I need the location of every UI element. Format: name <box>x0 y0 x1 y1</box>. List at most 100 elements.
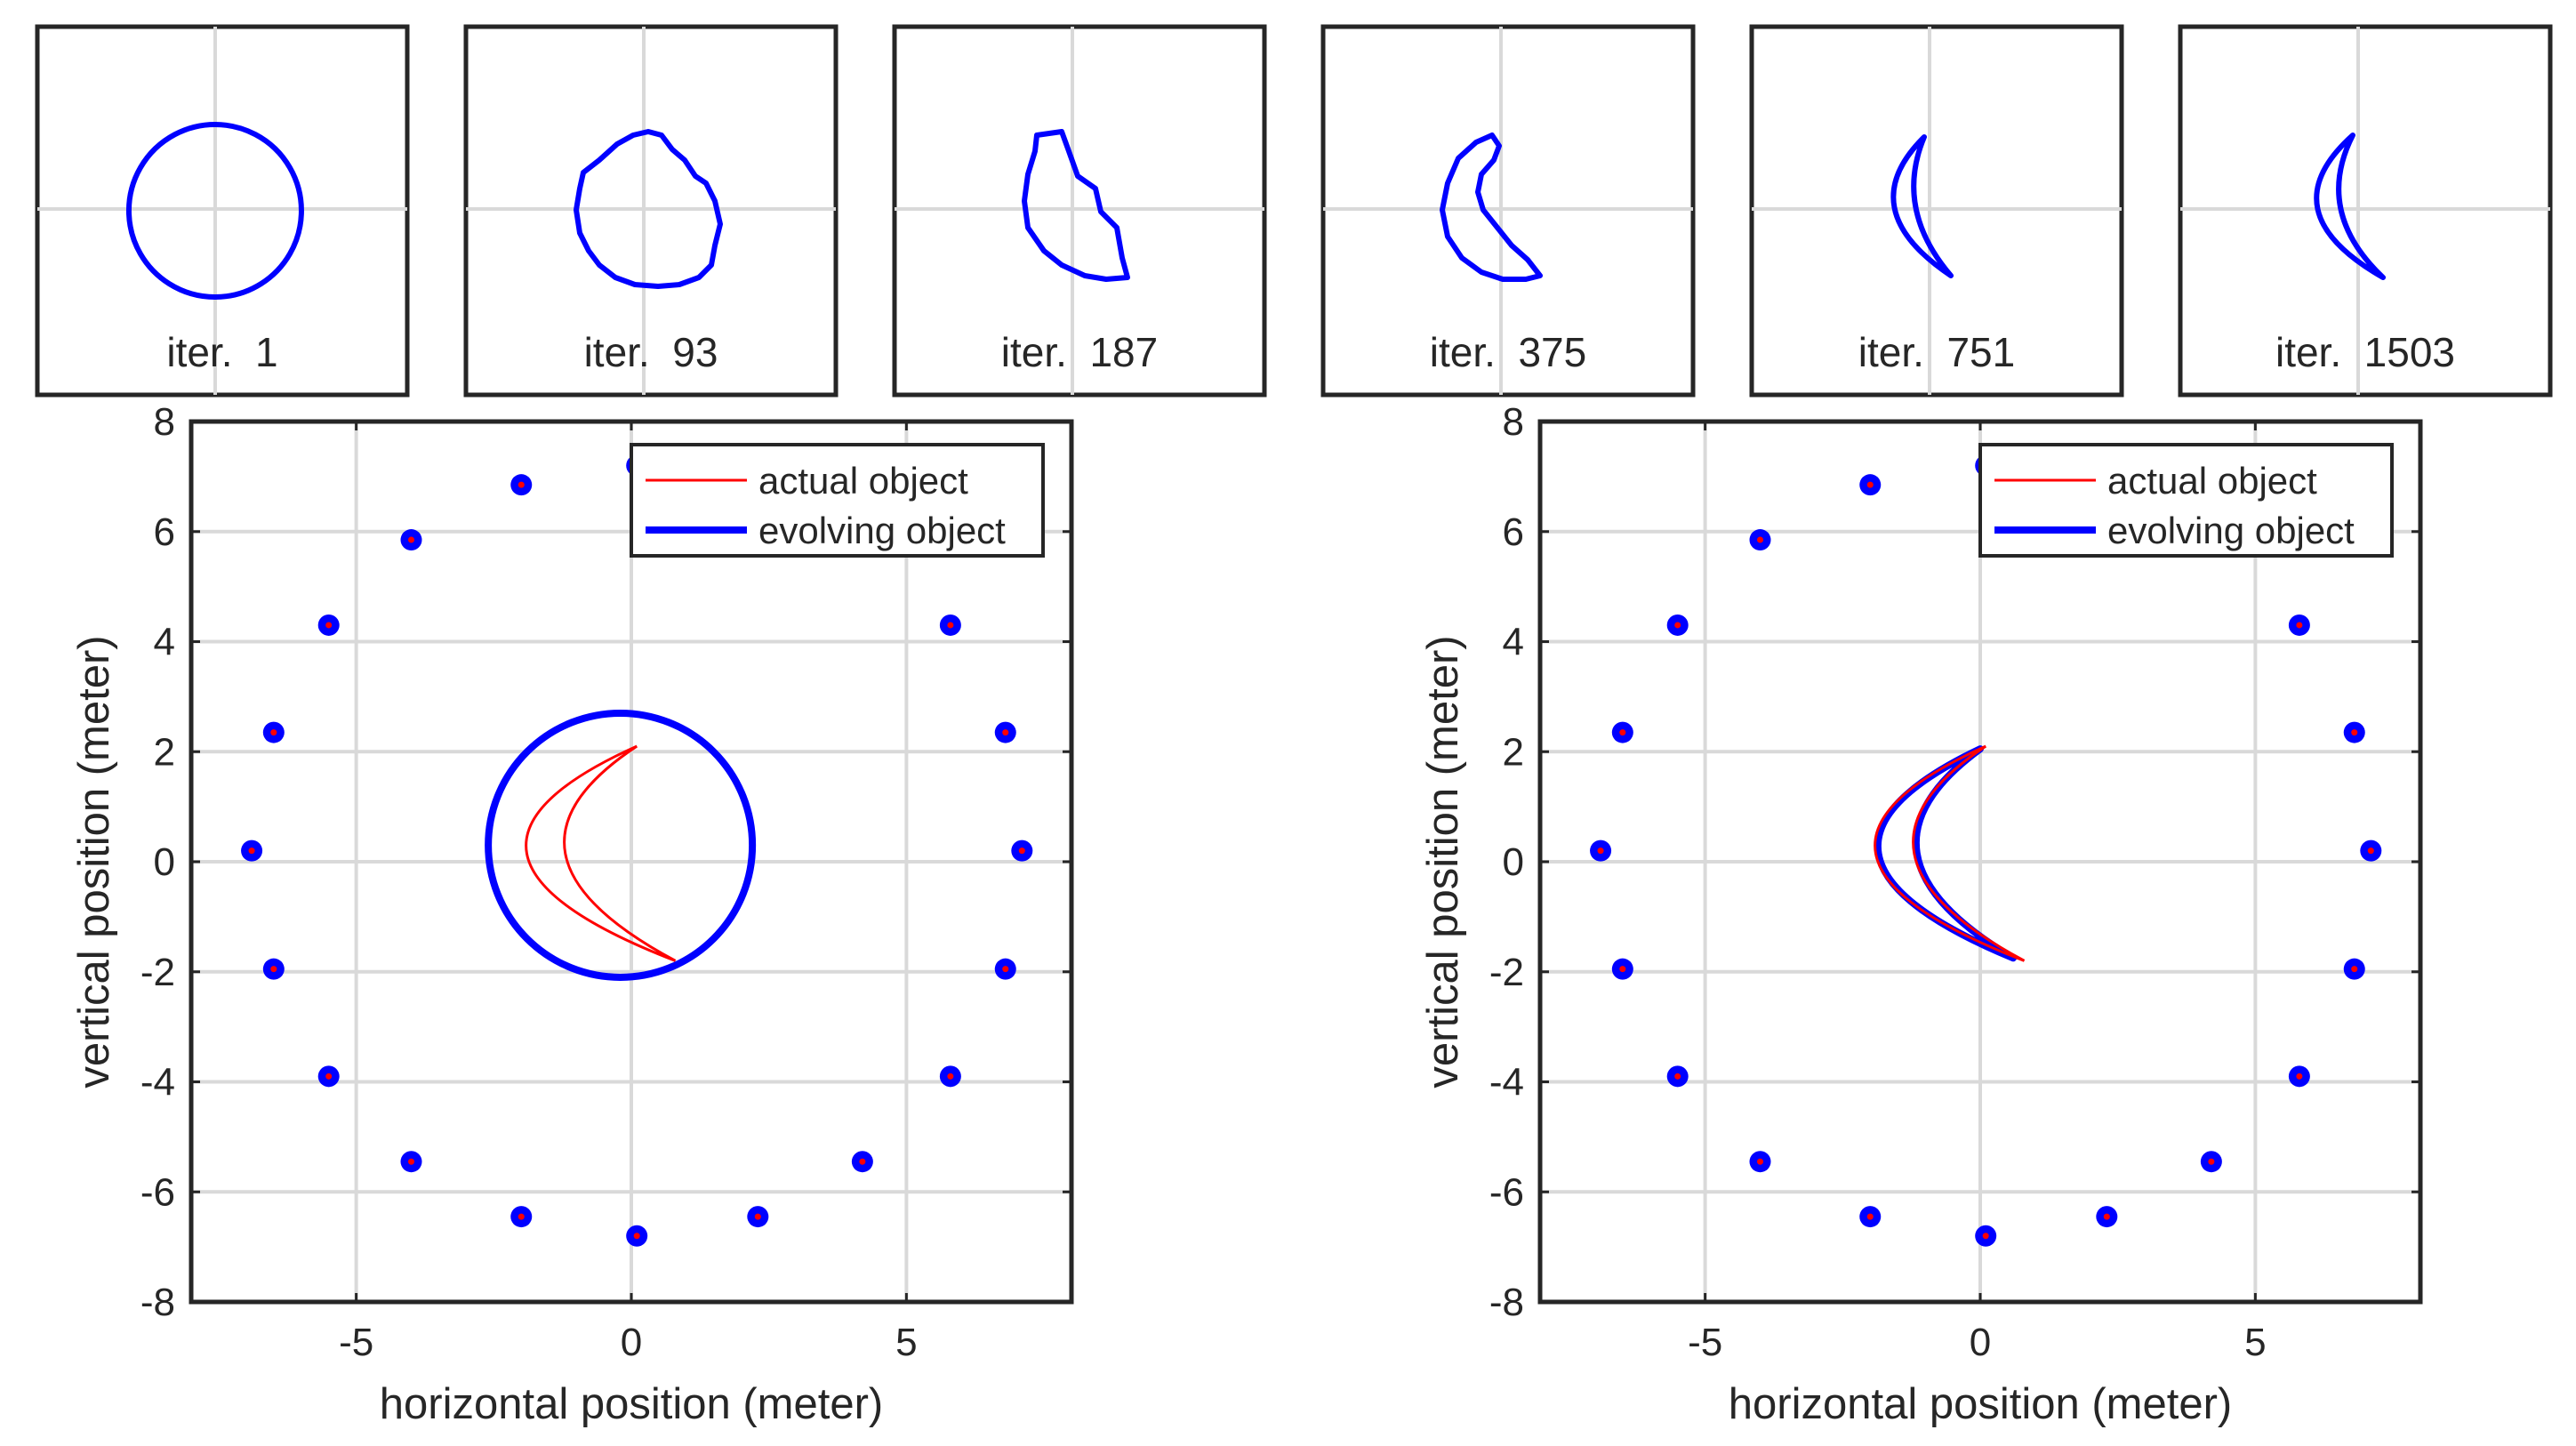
sensor-marker <box>994 721 1016 743</box>
x-tick-label: 0 <box>621 1321 642 1364</box>
thumb-evolving-shape <box>125 122 304 300</box>
sensor-center <box>408 1158 414 1165</box>
sensor-marker <box>1749 1151 1771 1173</box>
sensor-center <box>947 1072 954 1080</box>
x-tick-labels: -5 0 5 <box>339 1321 918 1364</box>
x-tick-label: -5 <box>1688 1321 1722 1364</box>
sensor-center <box>633 1233 640 1240</box>
sensor-center <box>1002 729 1009 736</box>
thumb-evolving-shape <box>2314 133 2386 280</box>
grid <box>1540 420 2420 1304</box>
thumb-evolving-shape <box>1890 134 1954 278</box>
left-plot: -8 -6 -4 -2 0 2 4 6 8 -5 0 5 horizontal position (… <box>70 400 1074 1428</box>
sensor-marker <box>2343 721 2365 743</box>
sensor-marker <box>262 958 285 980</box>
thumb-evolving-shape <box>574 129 723 289</box>
sensor-center <box>518 1213 525 1220</box>
sensor-center <box>2296 622 2303 629</box>
sensor-marker <box>1666 614 1689 636</box>
sensor-center <box>1674 1072 1681 1080</box>
thumbnail-row: iter. 1 iter. 93 iter. 187 iter. 375 <box>35 24 2553 398</box>
x-tick-labels: -5 0 5 <box>1688 1321 2267 1364</box>
sensor-center <box>1018 848 1025 855</box>
y-tick-label: -2 <box>140 951 175 994</box>
sensor-center <box>1002 966 1009 973</box>
sensor-marker <box>241 839 263 862</box>
sensor-center <box>2103 1213 2110 1220</box>
y-tick-labels: -8 -6 -4 -2 0 2 4 6 8 <box>1489 400 1524 1324</box>
sensor-center <box>1757 1158 1763 1165</box>
thumb-shape <box>125 122 304 300</box>
axes-frame <box>189 419 1074 1305</box>
y-axis-label: vertical position (meter) <box>70 635 118 1088</box>
sensor-center <box>2367 848 2374 855</box>
x-tick-label: -5 <box>339 1321 373 1364</box>
sensor-center <box>754 1213 761 1220</box>
y-axis-label: vertical position (meter) <box>1419 635 1467 1088</box>
sensor-center <box>518 481 525 488</box>
actual-object-crescent <box>525 744 677 962</box>
y-tick-label: 6 <box>1503 510 1524 554</box>
y-tick-label: 4 <box>1503 621 1524 664</box>
sensor-marker <box>1749 529 1771 551</box>
evolving-object-crescent <box>1874 745 2018 962</box>
sensor-center <box>270 966 277 973</box>
sensor-marker <box>1975 1225 1997 1247</box>
sensor-center <box>1866 1213 1874 1220</box>
y-tick-label: 8 <box>154 400 175 444</box>
y-tick-label: 0 <box>154 840 175 884</box>
y-tick-label: 2 <box>1503 730 1524 774</box>
thumbnail-5: iter. 751 <box>1749 24 2124 398</box>
y-tick-label: -8 <box>140 1281 175 1324</box>
sensor-marker <box>317 614 340 636</box>
sensor-center <box>1674 622 1681 629</box>
sensor-marker <box>1666 1065 1689 1088</box>
x-axis-label: horizontal position (meter) <box>380 1380 883 1428</box>
sensor-center <box>2351 966 2358 973</box>
sensor-center <box>325 622 333 629</box>
x-tick-label: 0 <box>1970 1321 1991 1364</box>
y-tick-label: -6 <box>1489 1170 1524 1214</box>
objects <box>1874 744 2026 962</box>
thumb-shape <box>574 129 723 289</box>
sensor-marker <box>939 1065 961 1088</box>
thumb-label: iter. 1 <box>166 329 277 375</box>
grid <box>191 420 1071 1304</box>
y-tick-label: -2 <box>1489 951 1524 994</box>
legend-evolving-label: evolving object <box>2107 510 2355 551</box>
thumb-evolving-shape <box>1440 133 1543 282</box>
y-tick-label: 8 <box>1503 400 1524 444</box>
x-tick-label: 5 <box>895 1321 917 1364</box>
axes-frame <box>1537 419 2423 1305</box>
actual-object-crescent <box>1874 744 2026 962</box>
y-tick-label: -8 <box>1489 1281 1524 1324</box>
legend-evolving-label: evolving object <box>758 510 1006 551</box>
y-tick-label: -6 <box>140 1170 175 1214</box>
sensor-marker <box>1590 839 1612 862</box>
right-plot: -8 -6 -4 -2 0 2 4 6 8 -5 0 5 horizontal position (… <box>1419 400 2423 1428</box>
y-tick-label: 4 <box>154 621 175 664</box>
legend: actual object evolving object <box>630 443 1045 558</box>
y-tick-label: 0 <box>1503 840 1524 884</box>
sensor-center <box>1982 1233 1989 1240</box>
thumb-shape <box>1890 134 1954 278</box>
sensor-marker <box>626 1225 648 1247</box>
sensor-marker <box>2288 614 2310 636</box>
y-tick-label: -4 <box>1489 1061 1524 1105</box>
sensor-marker <box>1011 839 1033 862</box>
sensor-marker <box>851 1151 873 1173</box>
sensor-center <box>325 1072 333 1080</box>
thumbnail-1: iter. 1 <box>35 24 410 398</box>
sensor-marker <box>2360 839 2382 862</box>
legend-actual-label: actual object <box>758 460 968 502</box>
legend-actual-label: actual object <box>2107 460 2317 502</box>
sensor-marker <box>510 474 533 496</box>
thumbnail-6: iter. 1503 <box>2178 24 2553 398</box>
sensor-marker <box>317 1065 340 1088</box>
evolving-object-circle <box>485 709 757 981</box>
thumbnail-3: iter. 187 <box>892 24 1267 398</box>
sensor-marker <box>1611 721 1633 743</box>
sensor-marker <box>1611 958 1633 980</box>
thumb-shape <box>1440 133 1543 282</box>
